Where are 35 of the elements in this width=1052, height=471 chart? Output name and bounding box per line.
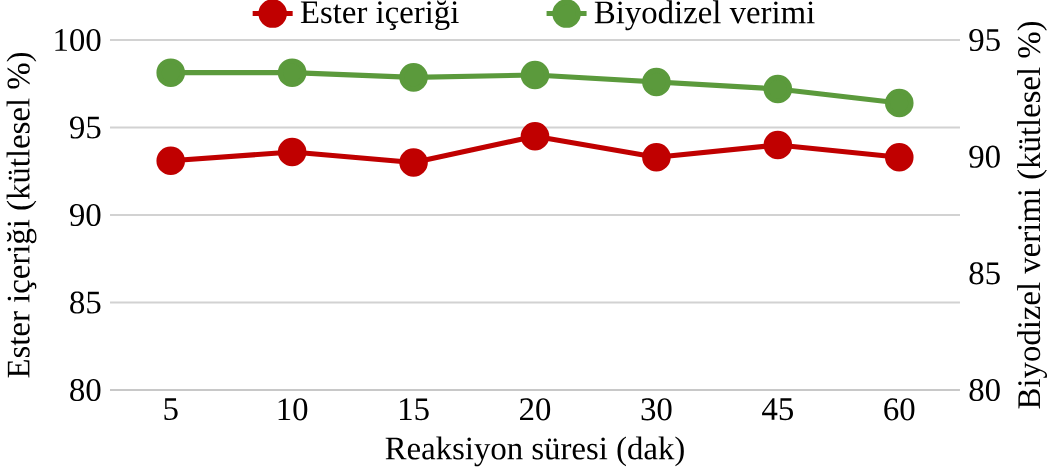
x-tick-label: 45 bbox=[762, 398, 793, 421]
point bbox=[520, 121, 550, 151]
point bbox=[156, 146, 186, 176]
x-axis-title: Reaksiyon süresi (dak) bbox=[385, 436, 684, 467]
y2-tick-label: 95 bbox=[969, 28, 1000, 52]
point bbox=[884, 88, 914, 118]
x-tick-label: 30 bbox=[641, 398, 672, 421]
y-tick-label: 90 bbox=[69, 203, 101, 227]
y-tick-label: 100 bbox=[55, 28, 101, 52]
point bbox=[763, 74, 793, 104]
y2-tick-label: 80 bbox=[969, 378, 1000, 402]
point bbox=[642, 67, 671, 97]
point bbox=[884, 142, 914, 172]
x-tick-label: 60 bbox=[884, 398, 915, 421]
point bbox=[277, 58, 307, 87]
point bbox=[156, 58, 186, 87]
y-axis-title: Ester içeriği (kütlesel %) bbox=[6, 52, 37, 378]
legend-label: Ester içeriği bbox=[300, 0, 459, 31]
point bbox=[763, 130, 793, 160]
x-tick-label: 5 bbox=[164, 398, 178, 421]
legend-label: Biyodizel verimi bbox=[594, 0, 815, 31]
x-tick-label: 10 bbox=[278, 398, 308, 421]
x-tick-label: 15 bbox=[400, 398, 429, 421]
y-tick-label: 95 bbox=[69, 116, 101, 139]
x-tick-label: 20 bbox=[520, 398, 551, 421]
point bbox=[642, 142, 671, 172]
point bbox=[520, 60, 550, 90]
y-tick-label: 85 bbox=[70, 291, 101, 314]
point bbox=[277, 137, 307, 167]
y2-axis-title: Biyodizel verimi (kütlesel %) bbox=[1017, 21, 1048, 409]
point bbox=[399, 63, 428, 92]
y2-tick-label: 85 bbox=[969, 262, 1000, 285]
point bbox=[399, 148, 428, 177]
y2-tick-label: 90 bbox=[969, 145, 1000, 168]
y-tick-label: 80 bbox=[70, 378, 101, 402]
